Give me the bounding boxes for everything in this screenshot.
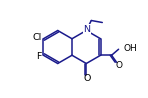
Text: Cl: Cl: [33, 33, 42, 42]
Text: F: F: [36, 52, 41, 61]
Text: O: O: [84, 74, 91, 83]
Text: OH: OH: [124, 44, 137, 53]
Text: N: N: [83, 24, 90, 34]
Text: O: O: [115, 61, 122, 70]
